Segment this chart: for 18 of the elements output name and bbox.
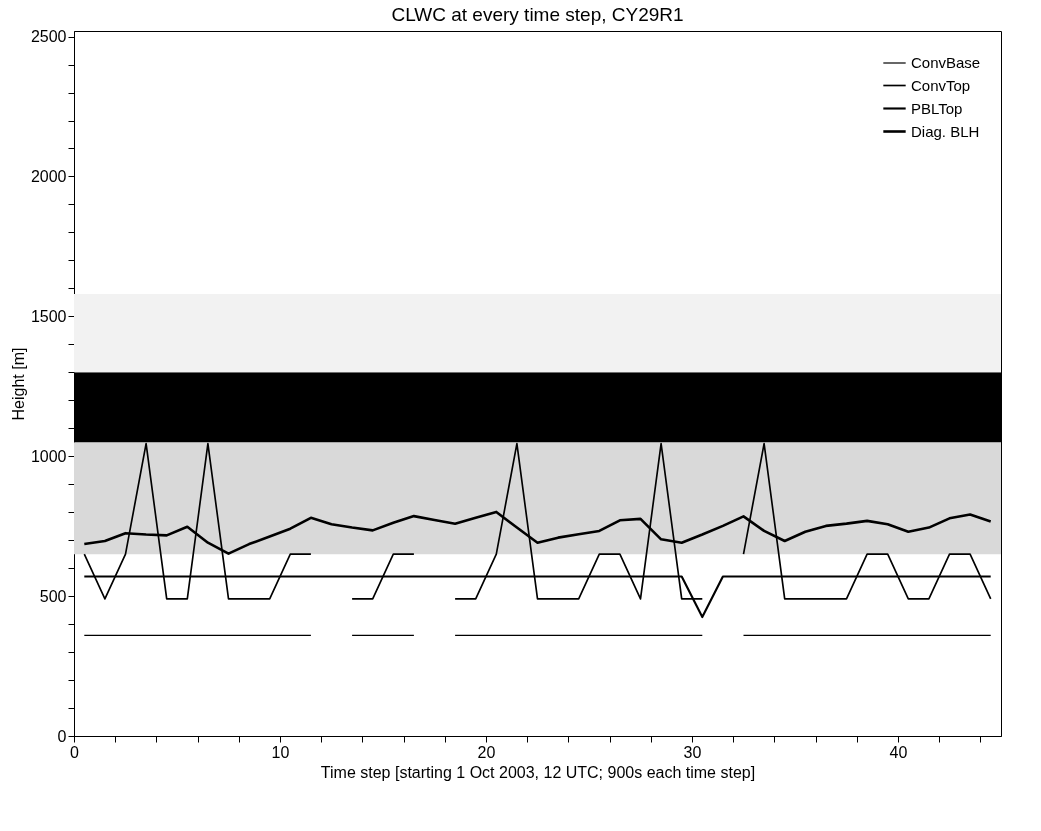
y-tick-label: 1500 xyxy=(30,307,67,325)
legend-label: Diag. BLH xyxy=(911,122,980,140)
legend-label: ConvBase xyxy=(911,54,981,71)
y-axis-title: Height [m] xyxy=(9,347,27,421)
y-tick-label: 500 xyxy=(39,587,67,605)
x-axis-title: Time step [starting 1 Oct 2003, 12 UTC; 900s each time step] xyxy=(320,763,756,781)
x-tick-label: 10 xyxy=(271,743,290,761)
chart-title: CLWC at every time step, CY29R1 xyxy=(391,3,684,25)
x-tick-label: 30 xyxy=(683,743,702,761)
x-tick-label: 0 xyxy=(70,743,80,761)
x-tick-label: 20 xyxy=(477,743,496,761)
y-tick-label: 2500 xyxy=(30,28,67,46)
legend-label: ConvTop xyxy=(911,76,971,94)
y-tick-label: 2000 xyxy=(30,167,67,185)
legend-label: PBLTop xyxy=(911,99,963,117)
y-tick-label: 0 xyxy=(57,727,67,745)
x-tick-label: 40 xyxy=(889,743,908,761)
y-tick-label: 1000 xyxy=(30,447,67,465)
